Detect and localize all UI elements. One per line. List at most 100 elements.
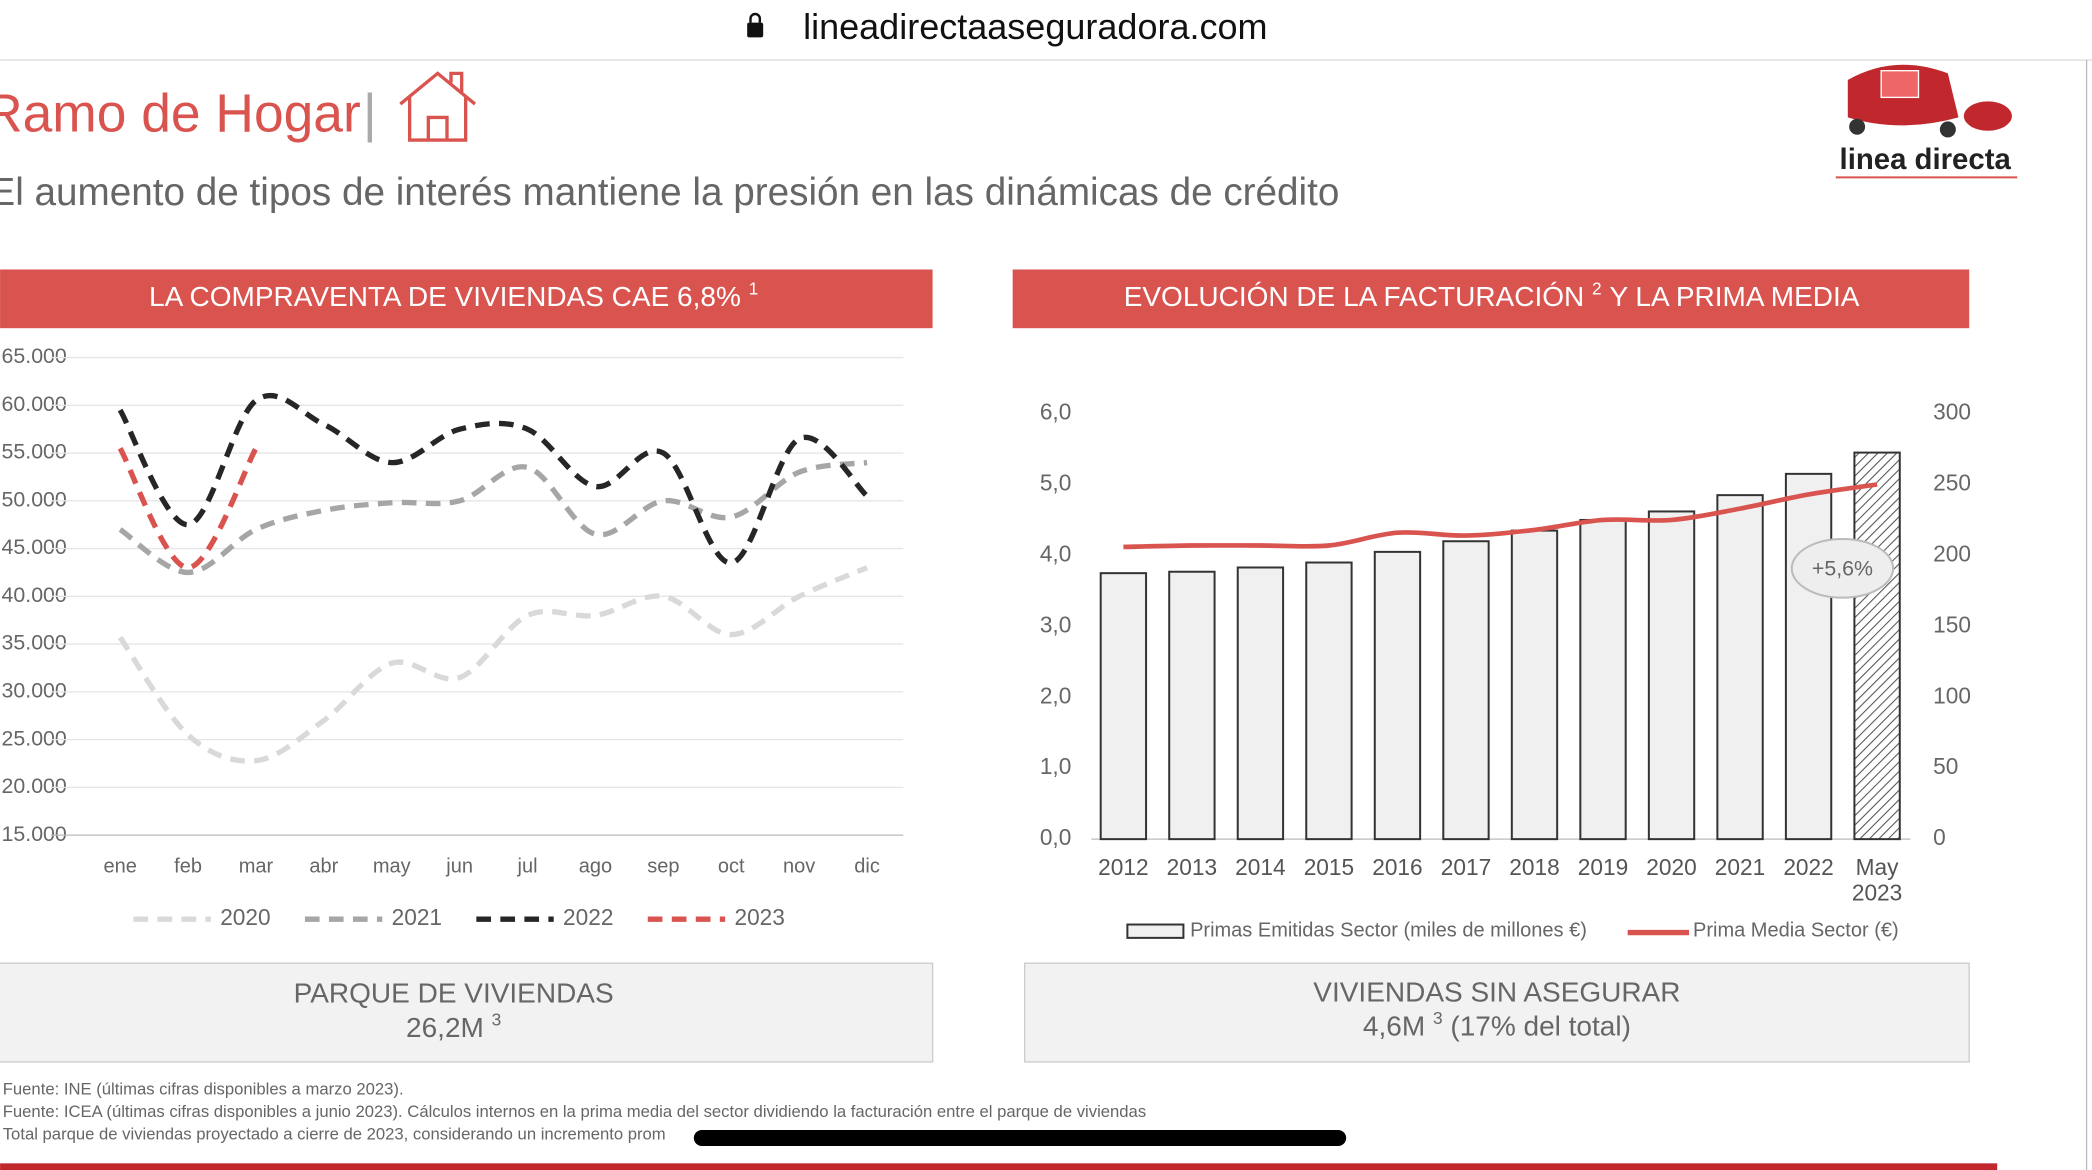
title-text: LA COMPRAVENTA DE VIVIENDAS CAE 6,8% <box>149 281 741 312</box>
y-tick-label: 50.000 <box>2 487 67 511</box>
x-tick-label: 2019 <box>1577 855 1629 881</box>
bar <box>1168 570 1216 841</box>
y2-tick-label: 50 <box>1933 753 1958 779</box>
x-tick-label: feb <box>174 855 202 877</box>
y2-tick-label: 250 <box>1933 469 1971 495</box>
title-text: Y LA PRIMA MEDIA <box>1609 281 1859 312</box>
y-tick-label: 4,0 <box>1040 540 1072 566</box>
legend-label: 2023 <box>734 904 784 930</box>
bar <box>1442 540 1490 841</box>
series-line <box>1123 482 1878 550</box>
title-note: 2 <box>1592 278 1602 298</box>
x-tick-label: 2017 <box>1440 855 1492 881</box>
x-tick-label: may <box>373 855 411 877</box>
detail: (17% del total) <box>1450 1011 1631 1042</box>
footnote: Fuente: INE (últimas cifras disponibles … <box>3 1079 404 1098</box>
x-tick-label-box: 2015 <box>1303 855 1355 881</box>
bar <box>1853 451 1901 841</box>
box-label: PARQUE DE VIVIENDAS <box>294 978 614 1009</box>
title-note: 1 <box>749 278 759 298</box>
separator: | <box>363 84 377 143</box>
y2-tick-label: 0 <box>1933 824 1946 850</box>
annotation-bubble <box>1790 537 1895 599</box>
legend-label: 2021 <box>392 904 442 930</box>
bottom-strip <box>0 1163 1998 1170</box>
x-tick-label-box: 2019 <box>1577 855 1629 881</box>
bar <box>1784 472 1833 841</box>
chart-header <box>1012 269 1970 329</box>
x-tick-label: 2021 <box>1714 855 1766 881</box>
box-value: 26,2M 3 <box>406 1009 501 1043</box>
chart-title: LA COMPRAVENTA DE VIVIENDAS CAE 6,8% 1 <box>149 278 758 312</box>
y2-tick-label: 300 <box>1933 399 1971 425</box>
footnote: Total parque de viviendas proyectado a c… <box>3 1125 666 1144</box>
y-tick-label: 45.000 <box>2 535 67 559</box>
x-tick-label: oct <box>718 855 745 877</box>
bar <box>1510 529 1559 841</box>
box-value: 4,6M 3 (17% del total) <box>1363 1002 1631 1042</box>
title-text: EVOLUCIÓN DE LA FACTURACIÓN <box>1124 281 1585 312</box>
note: 3 <box>492 1009 502 1029</box>
value: 4,6M <box>1363 1011 1425 1042</box>
info-box <box>0 962 934 1063</box>
bar <box>1579 518 1627 841</box>
series-line <box>117 565 869 764</box>
y-tick-label: 20.000 <box>2 774 67 798</box>
x-tick-label-box: 2014 <box>1235 855 1285 880</box>
y-tick-label: 65.000 <box>2 344 67 368</box>
x-tick-label: 2018 <box>1509 855 1560 881</box>
series-line <box>117 392 869 566</box>
y-tick-label: 25.000 <box>2 726 67 750</box>
y-tick-label: 55.000 <box>2 440 67 464</box>
y2-tick-label: 200 <box>1933 540 1971 566</box>
x-tick-label: jul <box>517 855 538 877</box>
x-tick-label-box: 2017 <box>1440 855 1492 881</box>
house-icon <box>399 71 477 142</box>
series-line <box>117 446 259 571</box>
logo-phone <box>1847 64 2012 138</box>
chart-header <box>0 269 933 329</box>
note: 3 <box>1433 1008 1443 1028</box>
y-tick-label: 1,0 <box>1040 753 1072 779</box>
y-tick-label: 60.000 <box>2 392 67 416</box>
y-tick-label: 15.000 <box>2 822 67 846</box>
annotation: +5,6% <box>1812 556 1873 580</box>
x-tick-label-box: 2016 <box>1372 855 1422 880</box>
y2-tick-label: 150 <box>1933 611 1971 637</box>
url[interactable]: lineadirectaaseguradora.com <box>803 6 1267 47</box>
x-tick-label-box: 2013 <box>1167 855 1217 880</box>
title: Ramo de Hogar <box>0 84 361 143</box>
lock-icon <box>747 12 764 38</box>
y-tick-label: 3,0 <box>1040 611 1072 637</box>
legend-label: 2022 <box>563 904 613 930</box>
x-tick-label: mar <box>239 855 274 877</box>
bar <box>1373 550 1422 841</box>
x-tick-label: abr <box>309 855 338 877</box>
bar <box>1099 572 1148 841</box>
x-tick-label: 2012 <box>1098 855 1149 881</box>
legend-label: Primas Emitidas Sector (miles de millone… <box>1190 919 1587 941</box>
y-tick-label: 6,0 <box>1040 399 1072 425</box>
x-tick-label-box: 2020 <box>1646 855 1697 881</box>
footnote: Fuente: ICEA (últimas cifras disponibles… <box>3 1102 1146 1121</box>
x-tick-label: 2022 <box>1783 855 1834 881</box>
x-tick-label-box: 2021 <box>1714 855 1766 881</box>
bar <box>1305 561 1353 841</box>
bar <box>1236 566 1285 841</box>
legend-label: Prima Media Sector (€) <box>1693 919 1899 941</box>
chart-title: EVOLUCIÓN DE LA FACTURACIÓN 2 Y LA PRIMA… <box>1124 272 1860 312</box>
x-tick-label: dic <box>854 855 880 877</box>
subtitle: El aumento de tipos de interés mantiene … <box>0 171 1339 214</box>
x-tick-label: 2020 <box>1646 855 1697 881</box>
x-tick-label: jun <box>445 855 473 877</box>
x-tick-label: 2015 <box>1303 855 1355 881</box>
x-tick-label: ene <box>103 855 136 877</box>
y-tick-label: 35.000 <box>2 631 67 655</box>
value: 26,2M <box>406 1012 484 1043</box>
bar <box>1647 510 1696 841</box>
x-tick-label-box: 2012 <box>1098 855 1149 881</box>
x-tick-label: sep <box>647 855 679 877</box>
y-tick-label: 40.000 <box>2 583 67 607</box>
